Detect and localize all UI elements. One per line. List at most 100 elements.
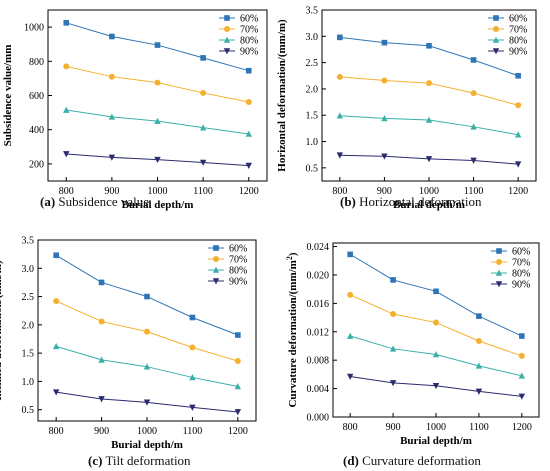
data-point [515, 102, 522, 109]
series-60pct [53, 252, 241, 338]
y-tick-label: 2.5 [306, 58, 319, 69]
x-tick-label: 1100 [469, 422, 489, 433]
data-point [63, 106, 70, 113]
x-tick-label: 900 [104, 186, 119, 197]
y-tick-label: 3.0 [306, 32, 319, 43]
data-point [518, 372, 526, 379]
legend-label: 90% [240, 47, 258, 58]
series-60pct [337, 34, 521, 79]
x-tick-label: 1000 [148, 186, 168, 197]
panel-a: 200 400 600 800 1000 800 900 1000 1100 1200 Burial… [2, 9, 268, 211]
data-point [108, 154, 116, 161]
data-point [381, 153, 388, 160]
x-tick-label: 900 [386, 422, 401, 433]
data-point [154, 156, 161, 164]
series-70pct [63, 63, 252, 105]
x-tick-label: 1200 [228, 426, 248, 437]
caption-d-text: Curvature deformation [362, 453, 481, 468]
data-point [432, 382, 440, 390]
data-point [347, 291, 354, 298]
caption-a: (a) Subsidence value [40, 194, 149, 210]
legend-label: 90% [512, 280, 530, 291]
legend-label: 90% [229, 277, 247, 288]
caption-b-text: Horizontal deformation [359, 194, 482, 209]
panel-b: 0.5 1.0 1.5 2.0 2.5 3.0 3.5 800 900 1000 1100 1200 B… [276, 6, 537, 211]
data-point [63, 63, 70, 70]
data-point [98, 396, 105, 403]
caption-a-letter: (a) [40, 194, 56, 209]
data-point [518, 393, 526, 400]
data-point [425, 116, 433, 123]
legend-label: 60% [512, 247, 530, 258]
legend-marker [223, 48, 231, 55]
y-tick-label: 0.5 [306, 163, 319, 174]
data-point [346, 373, 354, 380]
data-point [200, 55, 206, 61]
series-80pct [63, 106, 252, 137]
data-point [245, 162, 252, 170]
caption-c-text: Tilt deformation [105, 453, 191, 468]
caption-c: (c) Tilt deformation [88, 453, 191, 469]
x-tick-label: 1100 [183, 426, 203, 437]
legend-marker [496, 248, 502, 254]
caption-d-letter: (d) [343, 453, 359, 468]
x-tick-label: 1000 [419, 186, 439, 197]
data-point [189, 344, 196, 351]
x-tick-label: 1200 [512, 422, 532, 433]
legend-label: 70% [240, 25, 258, 36]
legend-label: 70% [229, 255, 247, 266]
panel-c: 0.5 1.0 1.5 2.0 2.5 3.0 3.5 800 900 1000 1100 1200 B… [0, 236, 257, 451]
data-point [154, 117, 161, 124]
legend-marker [496, 259, 502, 265]
data-point [144, 293, 150, 300]
y-tick-label: 1.0 [22, 377, 35, 388]
x-tick-label: 1100 [193, 186, 213, 197]
data-point [154, 79, 161, 86]
data-point [515, 72, 521, 79]
legend-marker [495, 269, 503, 276]
data-point [389, 345, 397, 352]
y-tick-label: 3.5 [22, 236, 35, 247]
y-axis-label: Inclined deformation/(mm/m) [0, 260, 4, 401]
y-tick-label: 2.5 [22, 292, 35, 303]
legend-marker [212, 278, 220, 285]
series-60pct [63, 20, 252, 74]
series-90pct [346, 373, 526, 400]
data-point [98, 279, 105, 286]
data-point [143, 399, 151, 406]
legend-label: 60% [229, 244, 247, 255]
y-tick-label: 0.016 [307, 299, 330, 310]
data-point [63, 151, 70, 158]
data-point [518, 352, 525, 359]
data-point [433, 288, 439, 295]
series-70pct [53, 298, 241, 365]
legend-marker [213, 256, 219, 262]
y-axis-label: Subsidence value/mm [2, 45, 14, 147]
legend-b: 60%70%80%90% [488, 14, 527, 58]
legend-c: 60%70%80%90% [208, 244, 247, 288]
legend-label: 70% [512, 258, 530, 269]
y-tick-label: 1.5 [22, 349, 35, 360]
data-point [514, 131, 522, 138]
x-tick-label: 800 [59, 186, 74, 197]
data-point [52, 342, 60, 350]
data-point [336, 152, 344, 159]
data-point [390, 311, 397, 318]
legend-label: 70% [509, 25, 527, 36]
data-point [154, 42, 161, 48]
data-point [514, 161, 522, 168]
legend-marker [224, 15, 230, 21]
data-point [199, 159, 207, 166]
legend-label: 60% [509, 14, 527, 25]
data-point [346, 332, 354, 339]
x-tick-label: 1100 [464, 186, 484, 197]
x-axis-label: Burial depth/m [400, 435, 472, 447]
series-80pct [346, 332, 526, 379]
data-point [336, 73, 343, 80]
x-tick-label: 1200 [239, 186, 259, 197]
y-tick-label: 0.5 [22, 405, 35, 416]
data-point [234, 383, 242, 390]
data-point [109, 33, 115, 40]
data-point [433, 319, 439, 326]
